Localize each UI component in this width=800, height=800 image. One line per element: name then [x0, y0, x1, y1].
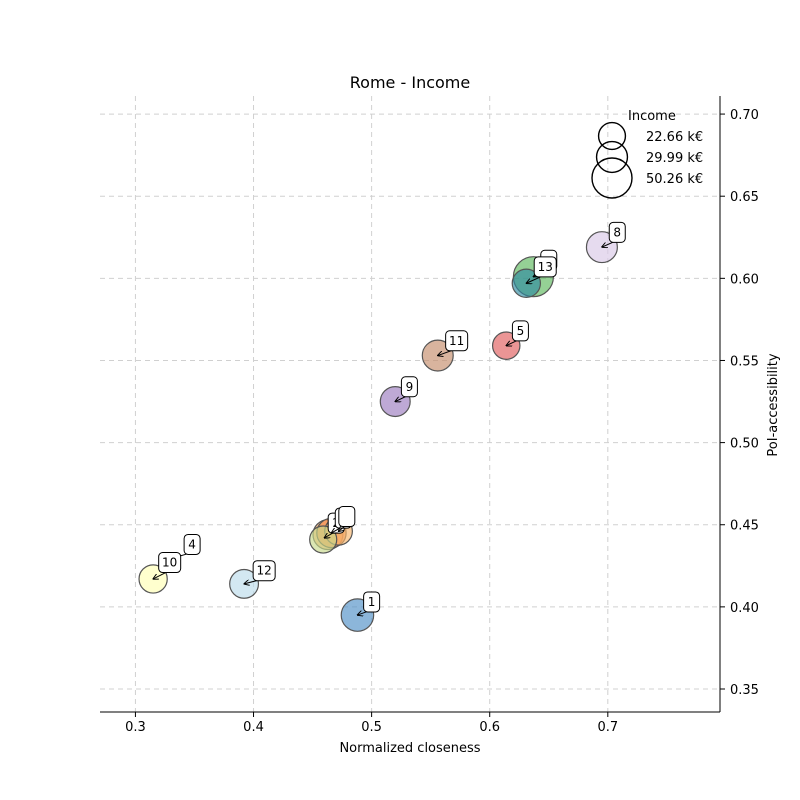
callout-label: 1 — [368, 595, 376, 609]
callout-box — [533, 256, 557, 278]
callout-box — [363, 591, 381, 613]
callout-box — [445, 330, 469, 352]
y-tick-label: 0.60 — [730, 272, 759, 287]
data-points — [138, 231, 618, 632]
y-tick-label: 0.35 — [730, 683, 759, 698]
callout-label: 4 — [188, 537, 196, 551]
callout-label: 12 — [257, 564, 272, 578]
callouts: 12410129115138 — [153, 221, 626, 615]
legend-title: Income — [628, 109, 676, 124]
x-tick-label: 0.4 — [243, 720, 264, 735]
y-tick-label: 0.40 — [730, 601, 759, 616]
y-tick-label: 0.45 — [730, 519, 759, 534]
y-tick-label: 0.50 — [730, 437, 759, 452]
legend-bubble — [591, 157, 633, 199]
chart-title: Rome - Income — [350, 73, 470, 92]
y-tick-label: 0.70 — [730, 108, 759, 123]
callout-box — [400, 376, 418, 398]
legend-entry: 50.26 k€ — [646, 172, 703, 187]
x-axis-label: Normalized closeness — [339, 741, 480, 756]
legend-bubble — [597, 121, 627, 151]
callout-label: 5 — [517, 324, 525, 338]
y-axis-label: PoI-accessibility — [766, 353, 781, 456]
callout-box — [511, 320, 529, 342]
x-tick-label: 0.5 — [361, 720, 382, 735]
callout-box — [252, 560, 276, 582]
callout-box — [158, 552, 182, 574]
legend-entry: 22.66 k€ — [646, 130, 703, 145]
y-tick-label: 0.65 — [730, 190, 759, 205]
legend-entry: 29.99 k€ — [646, 151, 703, 166]
grid — [100, 96, 720, 712]
x-tick-label: 0.6 — [479, 720, 500, 735]
callout-label: 13 — [538, 260, 553, 274]
callout-box — [608, 221, 626, 243]
callout-box — [183, 533, 201, 555]
y-tick-label: 0.55 — [730, 354, 759, 369]
legend: Income 22.66 k€ 29.99 k€ 50.26 k€ — [591, 109, 703, 199]
callout-label: 8 — [613, 225, 621, 239]
callout-label: 10 — [162, 556, 177, 570]
callout-box — [338, 506, 356, 528]
axes: 0.3 0.4 0.5 0.6 0.7 0.35 0.40 0.45 0.50 0.55 0.60 0… — [100, 96, 759, 735]
x-tick-label: 0.7 — [597, 720, 618, 735]
callout-label: 9 — [406, 380, 414, 394]
callout-label: 11 — [449, 334, 464, 348]
x-tick-label: 0.3 — [125, 720, 146, 735]
legend-bubble — [595, 140, 629, 174]
